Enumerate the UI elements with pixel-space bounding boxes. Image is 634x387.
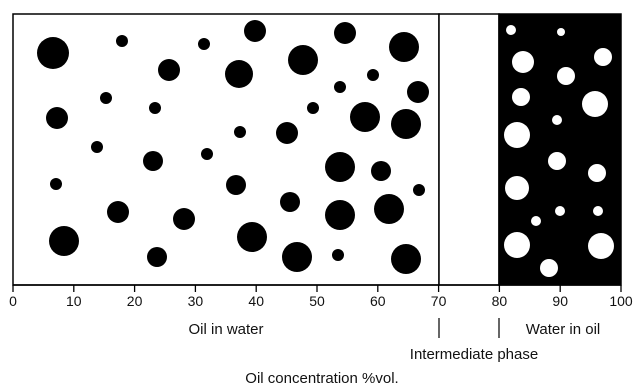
oil-droplet [50,178,62,190]
oil-droplet [46,107,68,129]
oil-droplet [407,81,429,103]
oil-droplet [49,226,79,256]
water-droplet [512,88,530,106]
concentration-axis: 0 10 20 30 40 50 60 70 80 90 100 [9,284,633,309]
axis-tick-label: 100 [609,293,633,309]
oil-droplet [116,35,128,47]
oil-droplet [226,175,246,195]
oil-droplet [334,81,346,93]
oil-droplet [374,194,404,224]
axis-tick-label: 20 [127,293,143,309]
oil-droplets [37,20,429,274]
axis-tick-label: 0 [9,293,17,309]
axis-tick-label: 30 [188,293,204,309]
oil-droplet [198,38,210,50]
oil-droplet [149,102,161,114]
water-droplet [506,25,516,35]
oil-droplet [391,109,421,139]
water-droplet [531,216,541,226]
axis-ticks [12,285,622,292]
water-droplet [548,152,566,170]
water-droplet [557,67,575,85]
water-droplet [512,51,534,73]
oil-droplet [280,192,300,212]
water-droplet [540,259,558,277]
axis-tick-label: 50 [309,293,325,309]
water-droplet [557,28,565,36]
water-droplet [594,48,612,66]
oil-droplet [413,184,425,196]
water-droplet [555,206,565,216]
oil-droplet [325,152,355,182]
water-droplet [504,122,530,148]
oil-droplet [391,244,421,274]
oil-droplet [234,126,246,138]
oil-droplet [389,32,419,62]
axis-tick-labels: 0 10 20 30 40 50 60 70 80 90 100 [9,293,633,309]
intermediate-phase-label: Intermediate phase [410,346,538,363]
oil-droplet [350,102,380,132]
oil-droplet [288,45,318,75]
oil-droplet [100,92,112,104]
oil-droplet [307,102,319,114]
oil-droplet [147,247,167,267]
oil-droplet [282,242,312,272]
oil-droplet [332,249,344,261]
oil-droplet [91,141,103,153]
water-droplet [504,232,530,258]
axis-tick-label: 80 [492,293,508,309]
oil-droplet [325,200,355,230]
oil-droplet [367,69,379,81]
intermediate-phase-panel [438,13,500,286]
oil-droplet [107,201,129,223]
axis-tick-label: 40 [248,293,264,309]
water-droplets [504,25,614,277]
water-droplet [593,206,603,216]
axis-tick-label: 70 [431,293,447,309]
water-droplet [588,164,606,182]
oil-droplet [334,22,356,44]
oil-droplet [371,161,391,181]
oil-in-water-label: Oil in water [188,321,263,338]
water-droplet [552,115,562,125]
oil-droplet [276,122,298,144]
oil-in-water-panel [12,13,440,286]
water-in-oil-label: Water in oil [526,321,600,338]
oil-droplet [201,148,213,160]
oil-droplet [37,37,69,69]
axis-tick-label: 60 [370,293,386,309]
oil-droplet [143,151,163,171]
water-droplet [505,176,529,200]
axis-title: Oil concentration %vol. [245,370,398,387]
water-droplet [582,91,608,117]
axis-tick-label: 10 [66,293,82,309]
oil-droplet [244,20,266,42]
water-droplet [588,233,614,259]
oil-droplet [225,60,253,88]
axis-tick-label: 90 [552,293,568,309]
oil-droplet [237,222,267,252]
oil-droplet [173,208,195,230]
oil-droplet [158,59,180,81]
